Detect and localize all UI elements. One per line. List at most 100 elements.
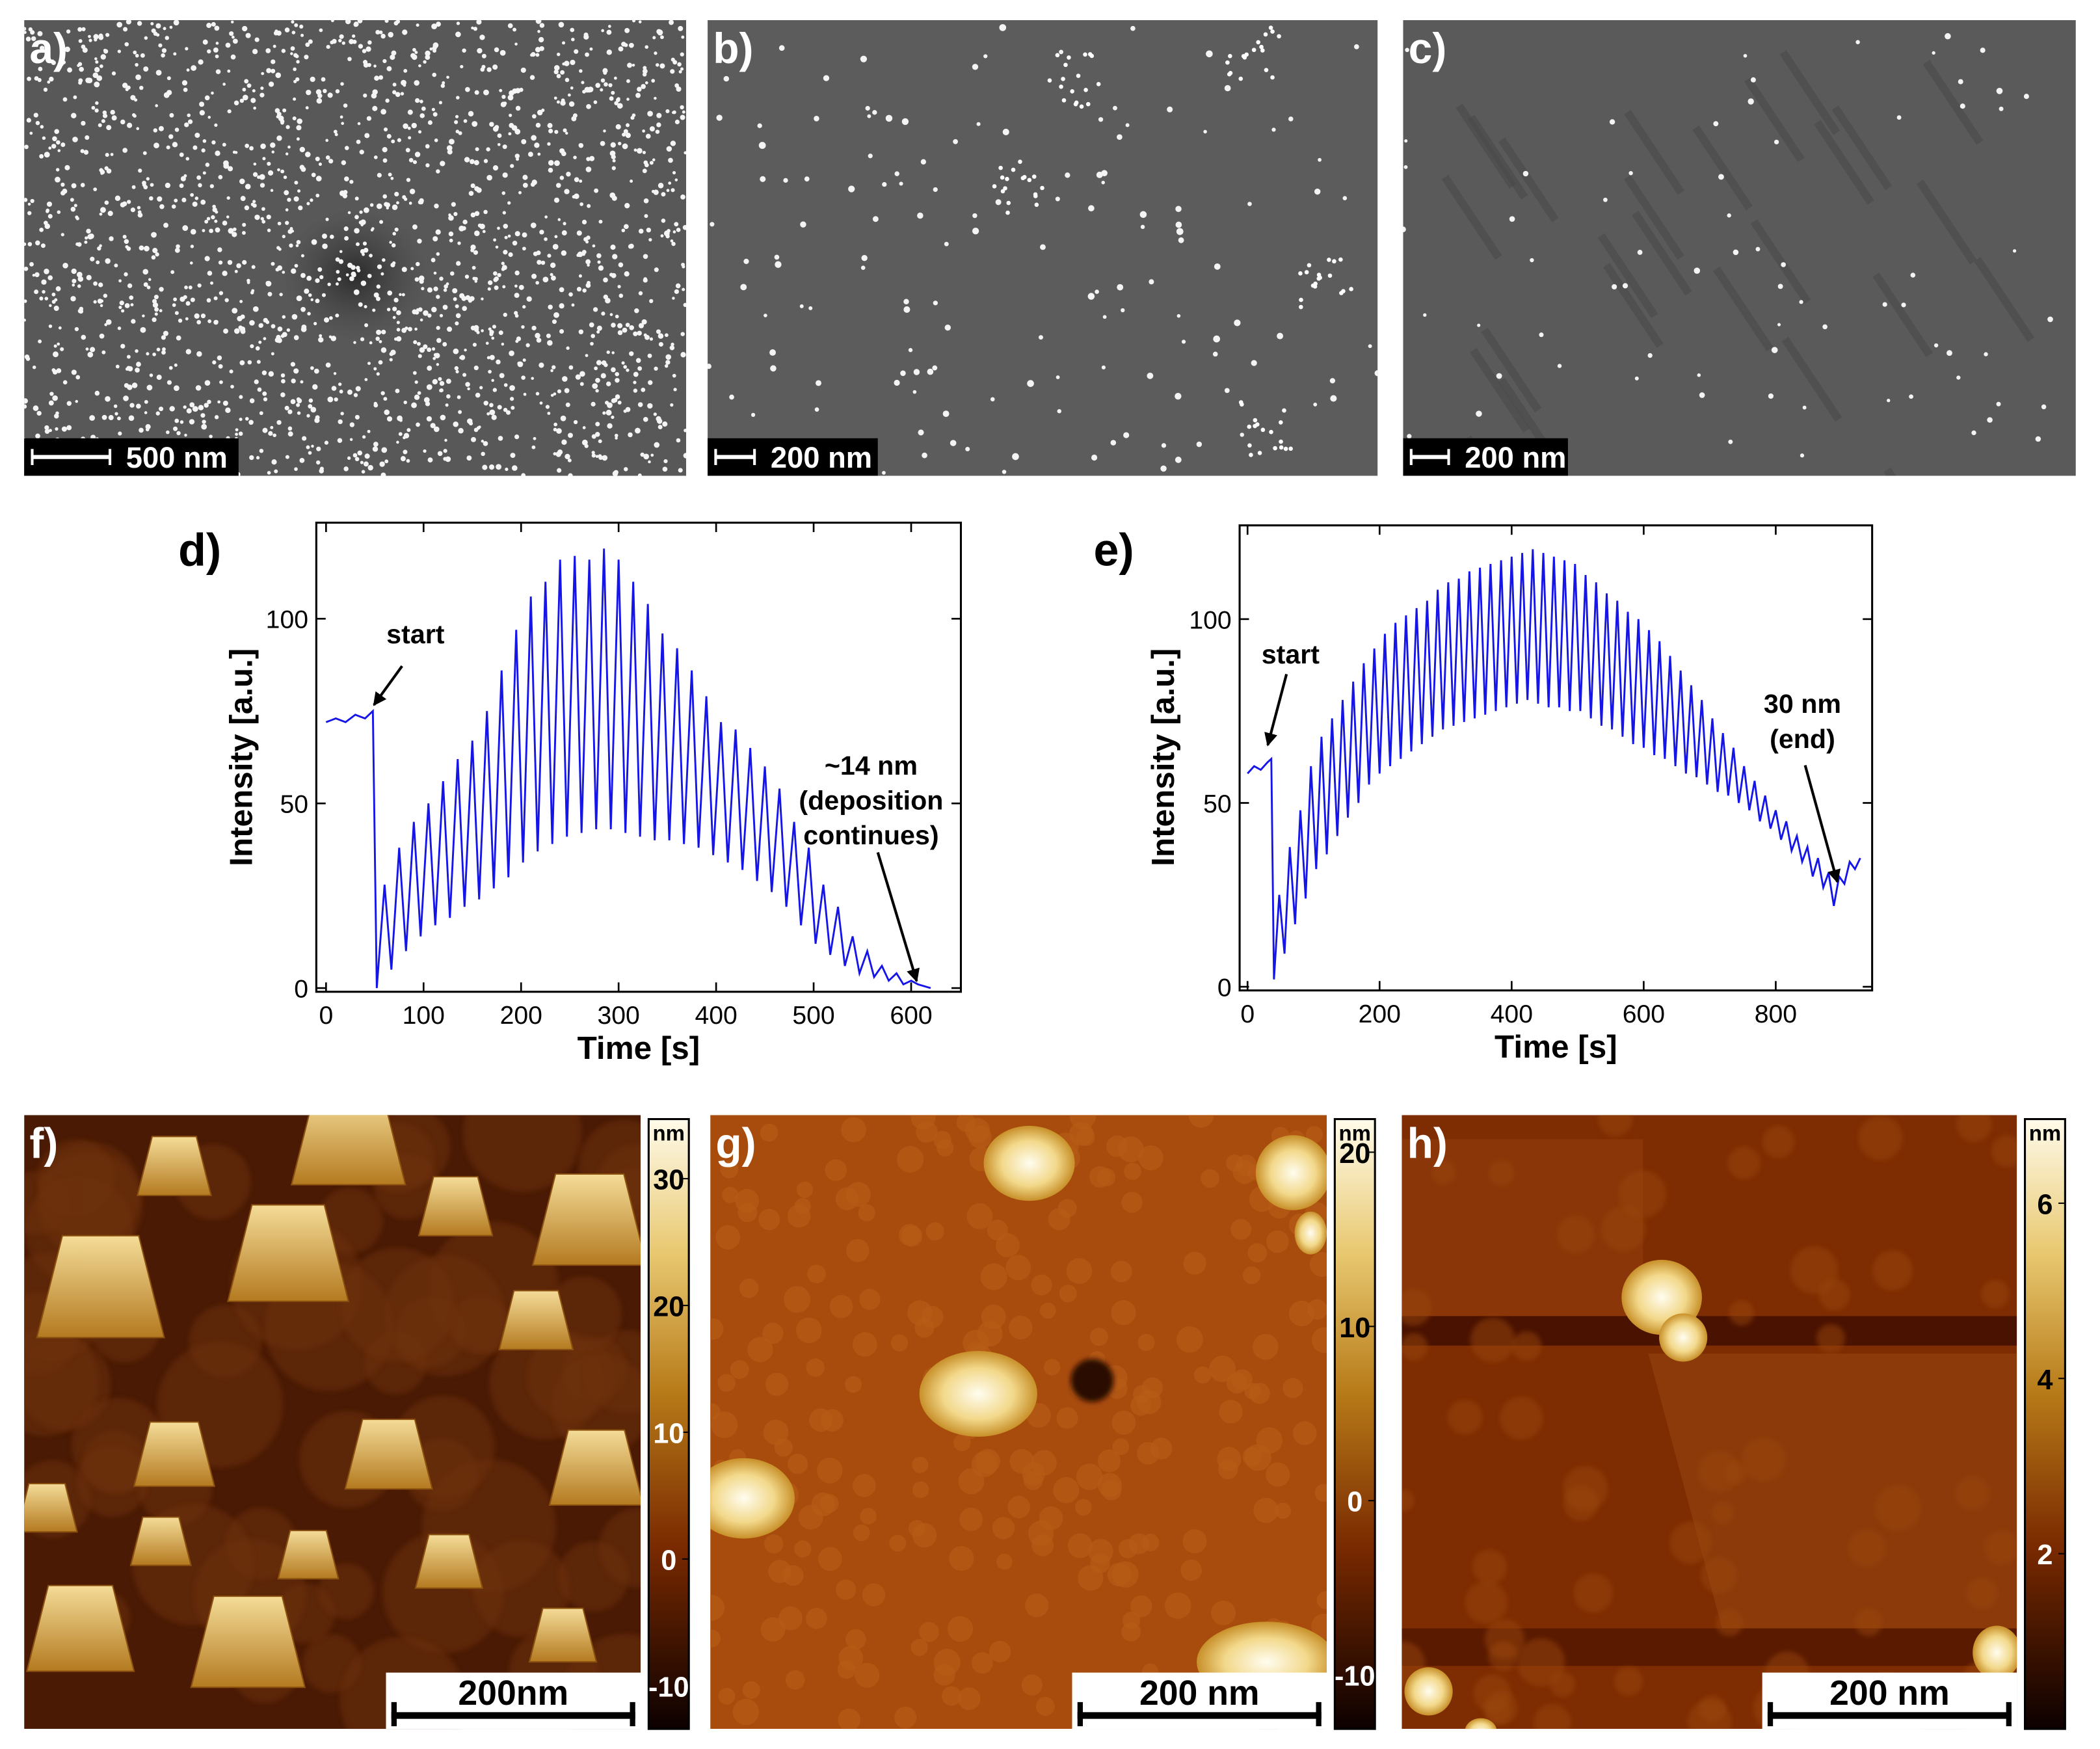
particle	[401, 79, 406, 86]
particle	[53, 305, 59, 312]
particle	[544, 237, 548, 241]
particle	[625, 132, 631, 139]
particle	[751, 412, 756, 417]
texture	[1762, 1125, 1795, 1158]
texture	[1180, 1559, 1202, 1581]
particle	[24, 266, 29, 271]
particle	[1249, 453, 1253, 457]
particle	[624, 202, 630, 209]
pyramid	[36, 1235, 165, 1339]
particle	[290, 46, 295, 51]
step	[1469, 347, 1530, 433]
particle	[458, 428, 464, 434]
texture	[787, 1454, 808, 1475]
particle	[638, 20, 642, 23]
particle	[446, 75, 449, 79]
particle	[271, 261, 275, 266]
particle	[62, 380, 68, 385]
texture	[794, 1540, 812, 1558]
particle	[600, 88, 604, 92]
particle	[574, 49, 579, 54]
particle	[403, 436, 406, 440]
particle	[330, 234, 334, 239]
particle	[1288, 446, 1293, 451]
particle	[349, 39, 354, 44]
particle	[1299, 297, 1303, 302]
pyramid	[136, 1136, 212, 1197]
particle	[603, 129, 606, 133]
particle	[953, 139, 958, 144]
particle	[1117, 134, 1123, 140]
particle	[1338, 257, 1343, 262]
line	[1247, 549, 1861, 980]
particle	[290, 362, 295, 367]
particle	[503, 383, 508, 387]
particle	[276, 420, 282, 425]
particle	[591, 334, 595, 338]
texture	[825, 1159, 847, 1181]
particle	[24, 398, 28, 404]
particle	[581, 219, 587, 224]
particle	[367, 62, 371, 68]
particle	[354, 228, 360, 234]
particle	[200, 199, 206, 205]
particle	[455, 114, 459, 118]
particle	[609, 313, 613, 316]
particle	[321, 77, 326, 82]
particle	[285, 455, 289, 459]
particle	[111, 115, 117, 121]
texture	[1035, 1696, 1055, 1716]
particle	[595, 377, 600, 383]
particle	[339, 34, 344, 39]
particle	[617, 323, 623, 328]
particle	[47, 275, 53, 280]
particle	[1027, 178, 1032, 183]
particle	[362, 435, 366, 439]
particle	[1887, 399, 1891, 403]
particle	[624, 224, 629, 230]
particle	[565, 131, 568, 135]
particle	[337, 438, 343, 443]
annotation: (end)	[1770, 724, 1835, 754]
particle	[473, 276, 478, 281]
particle	[249, 320, 255, 326]
particle	[550, 273, 553, 276]
particle	[708, 364, 711, 369]
particle	[299, 458, 305, 463]
particle	[493, 271, 498, 276]
particle	[242, 222, 246, 227]
particle	[536, 250, 541, 256]
particle	[42, 289, 46, 294]
particle	[760, 176, 766, 182]
particle	[354, 196, 359, 201]
particle	[205, 163, 210, 167]
particle	[75, 399, 79, 403]
particle	[474, 90, 479, 95]
particle	[24, 144, 29, 150]
particle	[30, 198, 34, 204]
particle	[579, 69, 583, 73]
particle	[1055, 53, 1060, 58]
texture	[1048, 1208, 1070, 1231]
particle	[296, 240, 301, 245]
panel-label: h)	[1407, 1119, 1448, 1167]
particle	[666, 189, 670, 193]
particle	[106, 125, 112, 131]
particle	[396, 440, 399, 444]
particle	[521, 473, 526, 476]
particle	[356, 269, 361, 273]
particle	[230, 384, 234, 389]
particle	[179, 183, 184, 189]
particle	[559, 328, 565, 334]
particle	[483, 401, 488, 406]
particle	[477, 47, 483, 54]
particle	[94, 67, 100, 73]
texture	[957, 1687, 981, 1711]
particle	[414, 80, 419, 86]
particle	[409, 189, 416, 194]
particle	[249, 455, 254, 461]
particle	[617, 285, 621, 289]
particle	[352, 453, 358, 458]
particle	[474, 230, 480, 236]
particle	[297, 411, 301, 415]
